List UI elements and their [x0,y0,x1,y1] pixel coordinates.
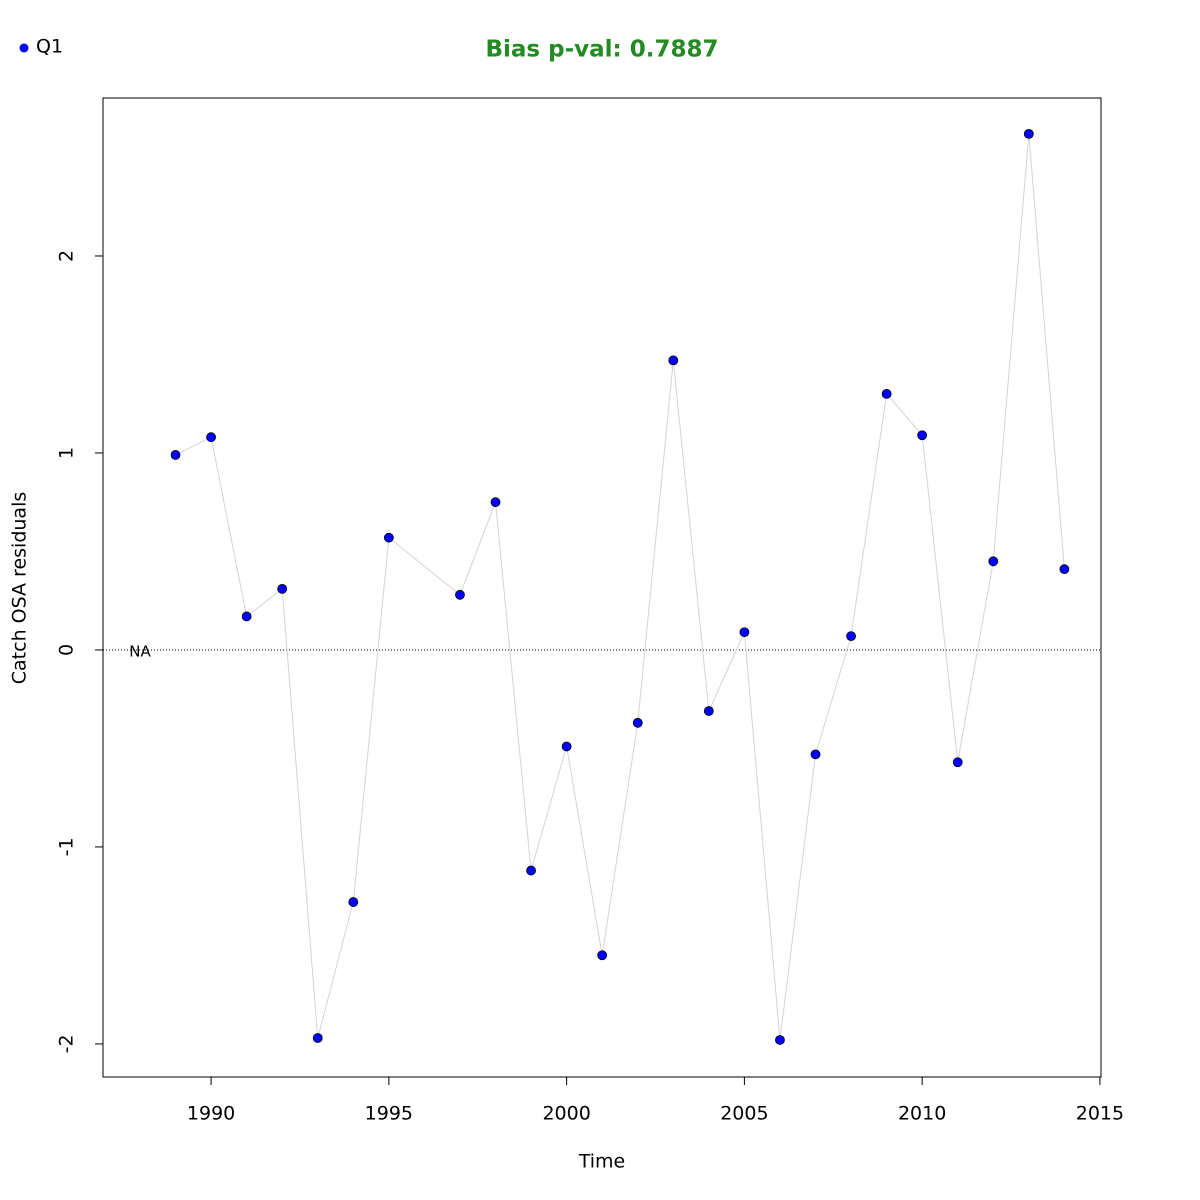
point [277,583,288,594]
point [739,627,750,638]
x-tick-label: 1995 [365,1103,413,1125]
point [632,717,643,728]
point [206,432,216,443]
point [312,1033,323,1043]
point [846,631,856,642]
point [597,950,608,961]
y-tick-label: 2 [56,250,78,262]
point [810,749,821,760]
y-tick-label: 1 [56,447,78,459]
point [455,589,465,600]
point [775,1035,785,1045]
point [988,556,999,567]
point [668,355,679,366]
legend-label: Q1 [36,36,63,58]
point [526,865,536,876]
y-tick-label: -1 [56,837,78,856]
point [383,532,394,543]
point [561,741,572,752]
x-tick-label: 2005 [720,1103,768,1125]
point [170,450,181,460]
x-axis-label: Time [578,1151,626,1173]
point [881,388,892,399]
point [1059,564,1070,575]
y-axis-label: Catch OSA residuals [9,492,31,684]
point [348,897,359,907]
series-line [175,133,1065,1041]
y-tick-label: 0 [56,644,78,656]
x-tick-label: 2010 [898,1103,946,1125]
point [241,611,252,622]
x-tick-label: 1990 [187,1103,235,1125]
y-tick-label: -2 [56,1034,78,1053]
point [490,497,501,508]
point [952,757,963,768]
x-tick-label: 2015 [1076,1103,1124,1125]
plot-frame [102,97,1102,1078]
point [1023,128,1034,139]
x-tick-label: 2000 [542,1103,590,1125]
chart-title: Bias p-val: 0.7887 [486,37,719,63]
point [917,430,928,441]
annotation: NA [129,642,151,660]
legend-marker [19,43,29,53]
point [703,706,714,716]
